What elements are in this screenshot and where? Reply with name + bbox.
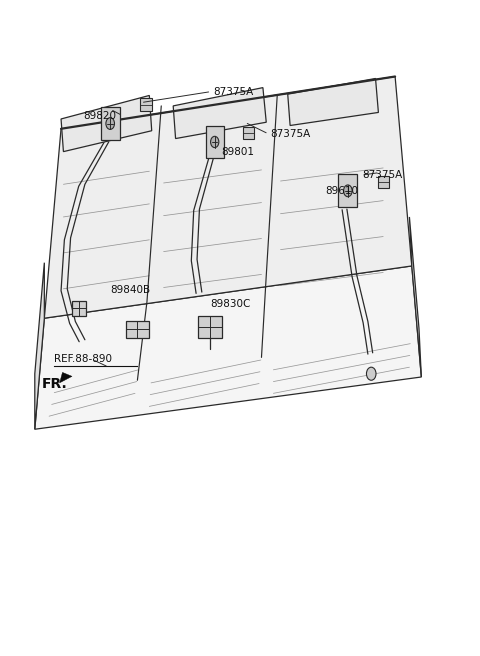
Circle shape	[366, 367, 376, 380]
Text: 89820: 89820	[84, 111, 117, 121]
Text: 89830C: 89830C	[210, 300, 251, 310]
Text: 87375A: 87375A	[213, 87, 253, 96]
Polygon shape	[72, 301, 86, 316]
Polygon shape	[409, 217, 421, 377]
Text: REF.88-890: REF.88-890	[54, 354, 112, 364]
Polygon shape	[35, 266, 421, 429]
Text: 87375A: 87375A	[362, 170, 402, 180]
Text: FR.: FR.	[42, 377, 68, 390]
Polygon shape	[44, 77, 412, 318]
Polygon shape	[140, 98, 152, 111]
Text: 89610: 89610	[325, 186, 358, 196]
Polygon shape	[60, 373, 72, 383]
Circle shape	[344, 185, 352, 197]
Polygon shape	[126, 321, 149, 338]
Text: 87375A: 87375A	[270, 129, 310, 139]
Circle shape	[106, 117, 115, 129]
Polygon shape	[173, 88, 266, 138]
Polygon shape	[101, 107, 120, 140]
Polygon shape	[35, 262, 44, 429]
Polygon shape	[198, 316, 222, 338]
Polygon shape	[243, 127, 254, 138]
Polygon shape	[61, 96, 152, 152]
Text: 89801: 89801	[221, 147, 254, 157]
Circle shape	[211, 136, 219, 148]
Text: 89840B: 89840B	[110, 285, 150, 295]
Polygon shape	[288, 79, 378, 125]
Polygon shape	[338, 174, 358, 207]
Polygon shape	[205, 127, 224, 157]
Polygon shape	[378, 176, 389, 188]
